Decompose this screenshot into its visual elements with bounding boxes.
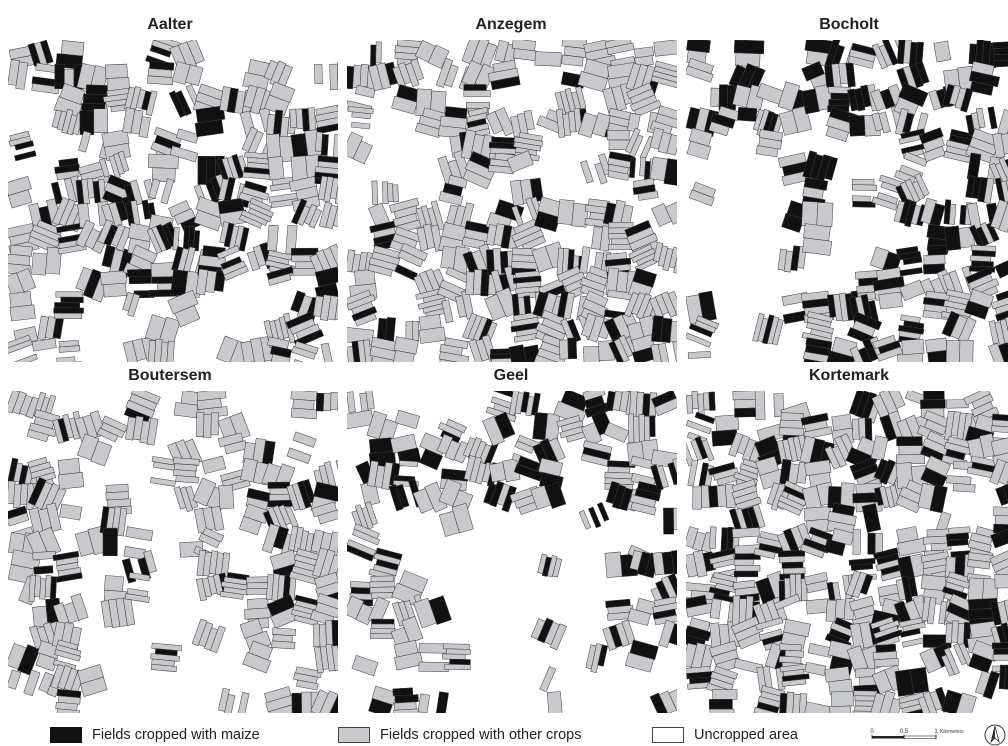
field-parcels [347,40,677,362]
field-parcels [347,391,677,713]
legend-item-uncropped: Uncropped area [652,726,798,744]
north-arrow-icon [984,724,1006,746]
scale-bar: 0 0.5 1 Kilometers [870,729,964,739]
legend-swatch-other-crops [338,727,370,743]
field-parcels [8,40,338,362]
map-panel-geel [347,391,677,713]
scale-tick-end: 1 [934,729,938,735]
map-title-geel: Geel [493,367,529,384]
map-title-anzegem: Anzegem [475,16,547,33]
field-parcels [686,391,1008,713]
scale-unit: Kilometers [940,729,964,735]
field-map-bocholt [686,40,1008,362]
legend-swatch-maize [50,727,82,743]
map-panel-anzegem [347,40,677,362]
map-title-kortemark: Kortemark [808,367,890,384]
scale-tick-0: 0 [870,729,874,735]
map-title-bocholt: Bocholt [819,16,879,33]
map-title-aalter: Aalter [147,16,193,33]
legend-label-maize: Fields cropped with maize [92,727,260,743]
map-panel-kortemark [686,391,1008,713]
legend: Fields cropped with maize Fields cropped… [0,724,1008,746]
legend-swatch-uncropped [652,727,684,743]
legend-item-other-crops: Fields cropped with other crops [338,726,582,744]
legend-label-other-crops: Fields cropped with other crops [380,727,582,743]
field-map-aalter [8,40,338,362]
scale-tick-mid: 0.5 [900,729,909,735]
map-panel-boutersem [8,391,338,713]
map-title-boutersem: Boutersem [128,367,212,384]
map-panel-aalter [8,40,338,362]
field-map-anzegem [347,40,677,362]
map-panel-bocholt [686,40,1008,362]
field-parcels [8,391,338,713]
legend-label-uncropped: Uncropped area [694,727,798,743]
field-map-geel [347,391,677,713]
field-map-kortemark [686,391,1008,713]
field-map-boutersem [8,391,338,713]
field-parcels [686,40,1008,362]
legend-item-maize: Fields cropped with maize [50,726,260,744]
